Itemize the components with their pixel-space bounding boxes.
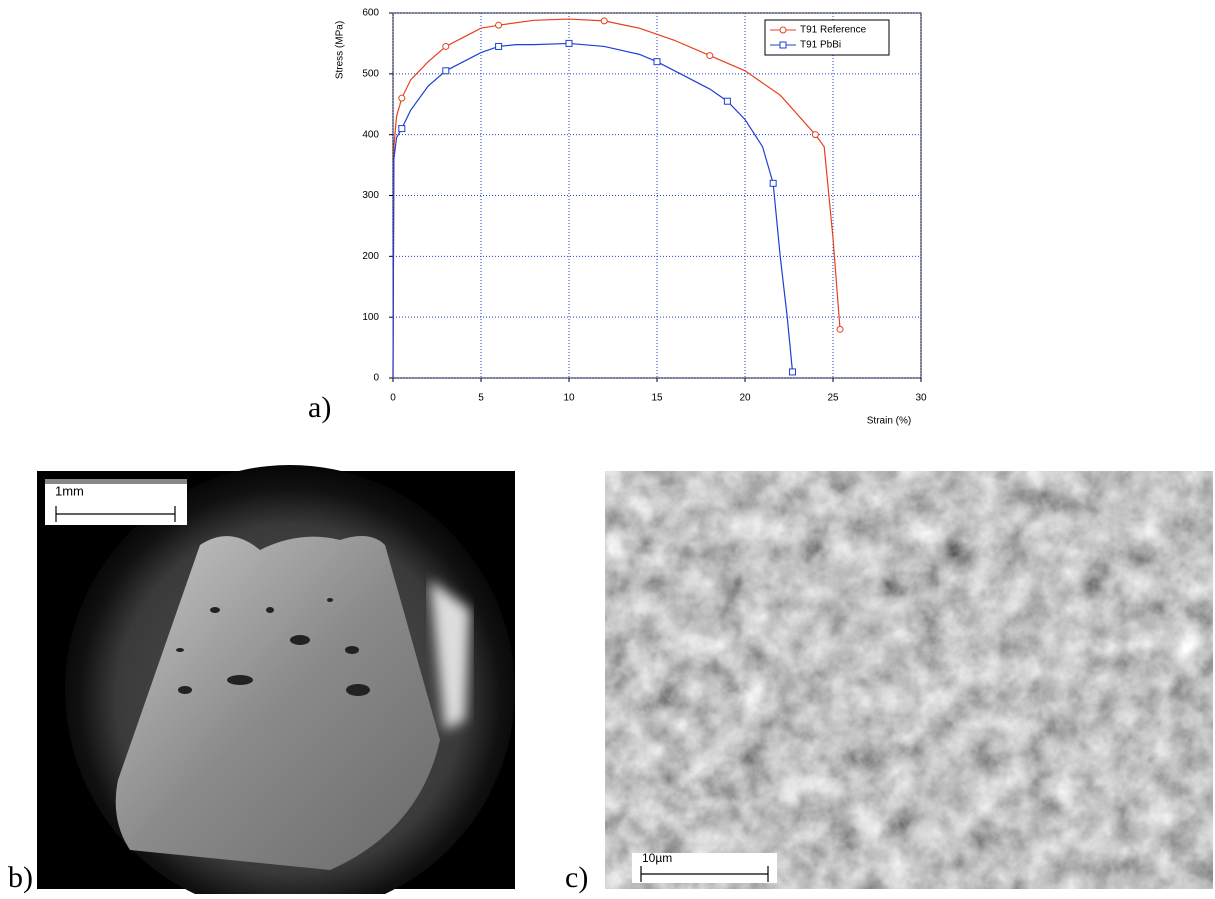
marker	[812, 132, 818, 138]
marker	[790, 369, 796, 375]
marker	[780, 27, 786, 33]
x-tick-label: 10	[563, 393, 575, 404]
marker	[654, 59, 660, 65]
x-tick-label: 0	[390, 393, 396, 404]
marker	[601, 18, 607, 24]
marker	[399, 126, 405, 132]
y-tick-label: 0	[373, 373, 379, 384]
y-tick-label: 500	[362, 68, 379, 79]
photo-b: 1mm	[37, 465, 515, 894]
x-axis-label: Strain (%)	[867, 416, 911, 427]
marker	[837, 326, 843, 332]
panel-label: a)	[308, 391, 331, 424]
y-tick-label: 400	[362, 129, 379, 140]
marker	[496, 43, 502, 49]
figure: 0 100 200 300 400 500 600 0 5 10 15 20 25 30 Strain (%…	[0, 0, 1215, 894]
x-tick-label: 15	[651, 393, 663, 404]
scale-bar-label: 10µm	[642, 851, 672, 865]
marker	[399, 95, 405, 101]
panel-label: b)	[8, 861, 33, 894]
marker	[724, 98, 730, 104]
marker	[780, 42, 786, 48]
x-tick-label: 30	[915, 393, 927, 404]
y-tick-label: 100	[362, 312, 379, 323]
x-tick-label: 20	[739, 393, 751, 404]
chart: 0 100 200 300 400 500 600 0 5 10 15 20 25 30 Strain (%…	[335, 8, 927, 427]
y-tick-label: 200	[362, 251, 379, 262]
marker	[443, 43, 449, 49]
marker	[496, 22, 502, 28]
y-tick-label: 600	[362, 8, 379, 19]
y-axis-label: Stress (MPa)	[335, 21, 346, 79]
scale-bar-label: 1mm	[55, 483, 84, 498]
legend-label: T91 Reference	[800, 25, 867, 36]
photo-c: 10µm	[605, 471, 1213, 889]
x-tick-label: 5	[478, 393, 484, 404]
marker	[443, 68, 449, 74]
x-tick-label: 25	[827, 393, 839, 404]
panel-label: c)	[565, 861, 588, 894]
marker	[707, 53, 713, 59]
marker	[566, 40, 572, 46]
legend-label: T91 PbBi	[800, 40, 841, 51]
y-tick-label: 300	[362, 190, 379, 201]
marker	[770, 180, 776, 186]
